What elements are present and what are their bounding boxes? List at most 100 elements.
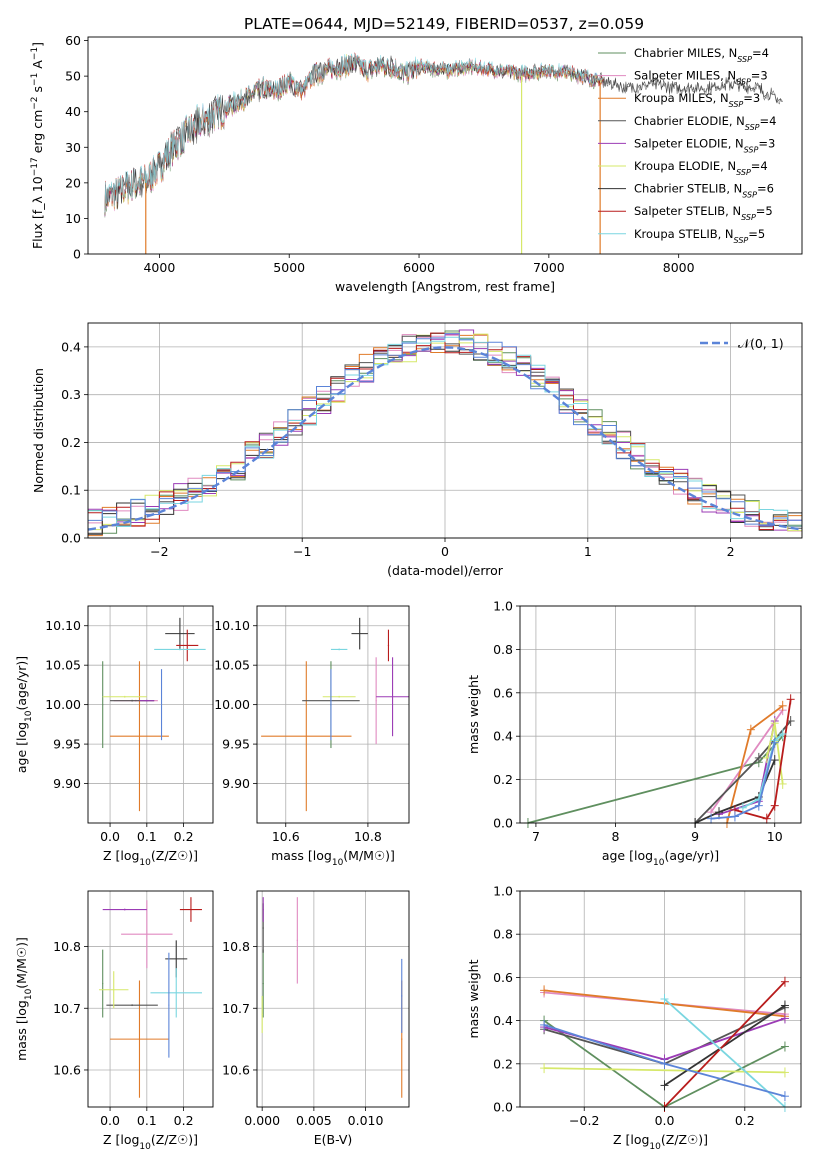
mass-vs-ebv-grid	[257, 891, 409, 1107]
age-vs-mass-plot-area	[261, 617, 409, 812]
age-vs-mass-axes: 10.6 10.8 9.90 9.95 10.00 10.05 10.10 mass [log…	[214, 605, 410, 868]
y-tick-label: 1.0	[493, 884, 513, 899]
legend-label: Chabrier MILES, NSSP=4	[634, 46, 769, 64]
y-tick-label: 40	[65, 104, 81, 119]
errorbar-point	[296, 897, 298, 984]
legend-label: Chabrier ELODIE, NSSP=4	[634, 114, 776, 132]
weight-series-8	[738, 729, 787, 813]
y-tick-label: 0.2	[493, 772, 513, 787]
age-vs-Z-frame	[87, 605, 214, 824]
errorbar-point	[110, 980, 169, 1098]
y-tick-label: 9.90	[222, 776, 250, 791]
weight-vs-Z-frame	[519, 890, 802, 1108]
hist-steps	[88, 329, 802, 537]
y-tick-label: 30	[65, 140, 81, 155]
hist-series-9	[88, 332, 802, 531]
errorbar-point	[376, 657, 409, 737]
legend-label: Kroupa STELIB, NSSP=5	[634, 227, 765, 245]
mass-vs-Z-plot-area	[99, 897, 202, 1098]
y-tick-label: 20	[65, 175, 81, 190]
x-tick-label: 4000	[143, 260, 175, 275]
y-tick-label: 0.4	[61, 339, 81, 354]
y-tick-label: 9.95	[53, 737, 81, 752]
y-tick-label: 0.2	[493, 1056, 513, 1071]
mass-vs-Z-grid	[88, 891, 213, 1107]
hist-series-6	[88, 335, 802, 535]
normal-curve	[87, 346, 803, 531]
y-tick-label: 0.4	[493, 1013, 513, 1028]
errorbar-point	[99, 971, 129, 1009]
y-tick-label: 10.00	[214, 697, 250, 712]
x-axis-label: Z [log10(Z/Z☉)]	[103, 848, 198, 868]
mass-vs-Z-axes: 0.0 0.1 0.2 10.6 10.7 10.8 Z [log10(Z/Z☉)] mass…	[14, 890, 214, 1152]
age-vs-Z-axes: 0.0 0.1 0.2 9.90 9.95 10.00 10.05 10.10 Z [log10…	[14, 605, 214, 868]
errorbar-point	[150, 968, 202, 1018]
weight-vs-Z-panel: −0.2 0.0 0.2 0.0 0.2 0.4 0.6 0.8 1.0 Z [log10(Z/Z…	[466, 884, 802, 1152]
mass-vs-ebv-panel: 0.000 0.005 0.010 10.6 10.7 10.8 E(B-V)	[222, 890, 410, 1147]
y-tick-label: 0.6	[493, 685, 513, 700]
x-tick-label: 0.005	[296, 1113, 332, 1128]
errorbar-point	[102, 908, 147, 911]
spectrum-series-4	[104, 56, 604, 217]
y-tick-label: 0.0	[493, 1100, 513, 1115]
errorbar-point	[261, 995, 263, 1033]
x-tick-label: 0	[441, 544, 449, 559]
errorbar-point	[176, 629, 199, 662]
age-vs-mass-frame	[256, 605, 410, 824]
age-vs-Z-plot-area	[102, 617, 206, 812]
y-tick-label: 10.6	[53, 1062, 81, 1077]
weight-vs-Z-grid	[520, 890, 801, 1108]
y-axis-label: mass weight	[466, 959, 481, 1038]
weight-series-7	[730, 694, 795, 824]
weight-vs-age-plot-area	[523, 694, 795, 828]
errorbar-point	[387, 629, 390, 662]
x-tick-label: 5000	[273, 260, 305, 275]
errorbar-point	[262, 949, 264, 1018]
y-tick-label: 0.0	[493, 816, 513, 831]
x-tick-label: 0.2	[174, 829, 194, 844]
y-tick-label: 9.90	[53, 776, 81, 791]
y-tick-label: 0.6	[493, 970, 513, 985]
x-tick-label: 0.1	[137, 829, 157, 844]
y-tick-label: 10.05	[214, 658, 250, 673]
residual-histogram-panel: −2 −1 0 1 2 0.0 0.1 0.2 0.3 0.4 (data-model)/error…	[31, 322, 803, 578]
x-tick-label: 0.2	[735, 1113, 755, 1128]
spectrum-axes: 4000 5000 6000 7000 8000 0 10 20 30 40 50 60 wavelen…	[30, 33, 803, 294]
errorbar-point	[154, 648, 206, 651]
x-tick-label: −0.2	[569, 1113, 599, 1128]
x-tick-label: 7	[532, 829, 540, 844]
x-axis-label: Z [log10(Z/Z☉)]	[613, 1132, 708, 1152]
errorbar-point	[102, 661, 104, 749]
x-tick-label: 0.010	[348, 1113, 384, 1128]
x-tick-label: 0.1	[137, 1113, 157, 1128]
errorbar-point	[262, 897, 264, 922]
spectrum-frame	[87, 36, 803, 255]
x-axis-label: (data-model)/error	[387, 563, 504, 578]
weight-vs-age-axes: 7 8 9 10 0.0 0.2 0.4 0.6 0.8 1.0 age [log10(age/yr…	[466, 599, 802, 868]
y-tick-label: 1.0	[493, 599, 513, 614]
x-tick-label: 0.0	[100, 829, 120, 844]
residual-histogram-grid	[88, 323, 802, 539]
weight-series-5	[762, 718, 787, 789]
spectrum-legend: Chabrier MILES, NSSP=4 Salpeter MILES, NS…	[598, 46, 776, 244]
residual-histogram-frame	[87, 322, 803, 539]
weight-line	[663, 981, 786, 1108]
spectrum-series-6	[104, 55, 783, 215]
y-axis-label: age [log10(age/yr)]	[14, 656, 34, 773]
x-tick-label: 7000	[533, 260, 565, 275]
age-vs-Z-grid	[88, 606, 213, 823]
y-tick-label: 0.0	[61, 531, 81, 546]
y-tick-label: 10.8	[53, 939, 81, 954]
errorbar-point	[139, 699, 155, 702]
y-axis-label: Normed distribution	[31, 368, 46, 493]
y-tick-label: 0.2	[61, 435, 81, 450]
x-axis-label: E(B-V)	[314, 1132, 353, 1147]
errorbar-point	[330, 648, 348, 651]
x-axis-label: wavelength [Angstrom, rest frame]	[335, 279, 555, 294]
y-tick-label: 10.00	[45, 697, 81, 712]
errorbar-point	[168, 952, 170, 1058]
weight-series-9	[540, 1019, 789, 1102]
residual-histogram-plot-area	[87, 329, 803, 537]
x-tick-label: 0.0	[655, 1113, 675, 1128]
errorbar-point	[322, 695, 356, 698]
